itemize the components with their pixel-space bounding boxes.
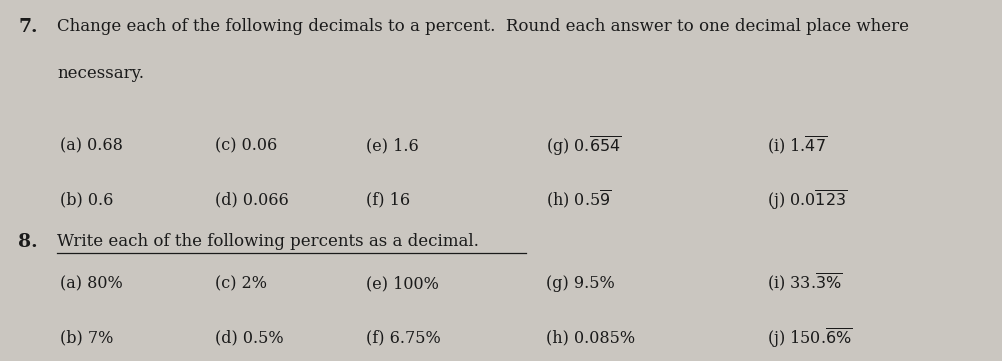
Text: (g) 0.$\overline{654}$: (g) 0.$\overline{654}$ [546, 134, 621, 158]
Text: (f) 6.75%: (f) 6.75% [366, 329, 441, 346]
Text: (i) 1.$\overline{47}$: (i) 1.$\overline{47}$ [767, 135, 827, 157]
Text: (c) 2%: (c) 2% [215, 275, 268, 292]
Text: (b) 7%: (b) 7% [60, 329, 113, 346]
Text: (d) 0.5%: (d) 0.5% [215, 329, 284, 346]
Text: (c) 0.06: (c) 0.06 [215, 138, 278, 155]
Text: (f) 16: (f) 16 [366, 192, 410, 209]
Text: Change each of the following decimals to a percent.  Round each answer to one de: Change each of the following decimals to… [57, 18, 909, 35]
Text: (h) 0.085%: (h) 0.085% [546, 329, 635, 346]
Text: Write each of the following percents as a decimal.: Write each of the following percents as … [57, 233, 479, 250]
Text: 8.: 8. [18, 233, 38, 251]
Text: (i) 33.$\overline{3\%}$: (i) 33.$\overline{3\%}$ [767, 272, 842, 295]
Text: (h) 0.5$\overline{9}$: (h) 0.5$\overline{9}$ [546, 189, 611, 212]
Text: (a) 80%: (a) 80% [60, 275, 123, 292]
Text: necessary.: necessary. [57, 65, 144, 82]
Text: (j) 0.0$\overline{123}$: (j) 0.0$\overline{123}$ [767, 188, 847, 212]
Text: (d) 0.066: (d) 0.066 [215, 192, 290, 209]
Text: (e) 1.6: (e) 1.6 [366, 138, 419, 155]
Text: (a) 0.68: (a) 0.68 [60, 138, 123, 155]
Text: (g) 9.5%: (g) 9.5% [546, 275, 615, 292]
Text: (j) 150.$\overline{6\%}$: (j) 150.$\overline{6\%}$ [767, 326, 852, 349]
Text: 7.: 7. [18, 18, 37, 36]
Text: (e) 100%: (e) 100% [366, 275, 439, 292]
Text: (b) 0.6: (b) 0.6 [60, 192, 113, 209]
